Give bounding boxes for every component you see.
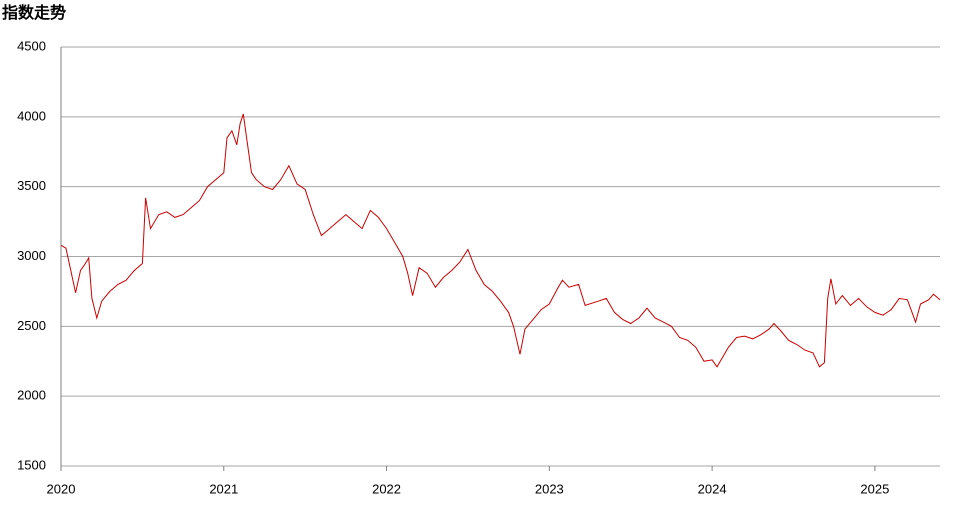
y-tick-label: 4500 xyxy=(17,38,46,53)
x-tick-label: 2024 xyxy=(698,481,727,496)
y-tick-label: 4000 xyxy=(17,108,46,123)
x-tick-label: 2023 xyxy=(535,481,564,496)
chart-title: 指数走势 xyxy=(2,3,66,22)
x-tick-label: 2022 xyxy=(372,481,401,496)
y-tick-label: 2000 xyxy=(17,388,46,403)
x-tick-label: 2021 xyxy=(209,481,238,496)
y-tick-label: 3500 xyxy=(17,178,46,193)
y-tick-label: 2500 xyxy=(17,318,46,333)
series-line xyxy=(60,113,941,368)
x-tick-label: 2020 xyxy=(47,481,76,496)
y-tick-label: 1500 xyxy=(17,457,46,472)
x-tick-label: 2025 xyxy=(860,481,889,496)
y-tick-label: 3000 xyxy=(17,248,46,263)
